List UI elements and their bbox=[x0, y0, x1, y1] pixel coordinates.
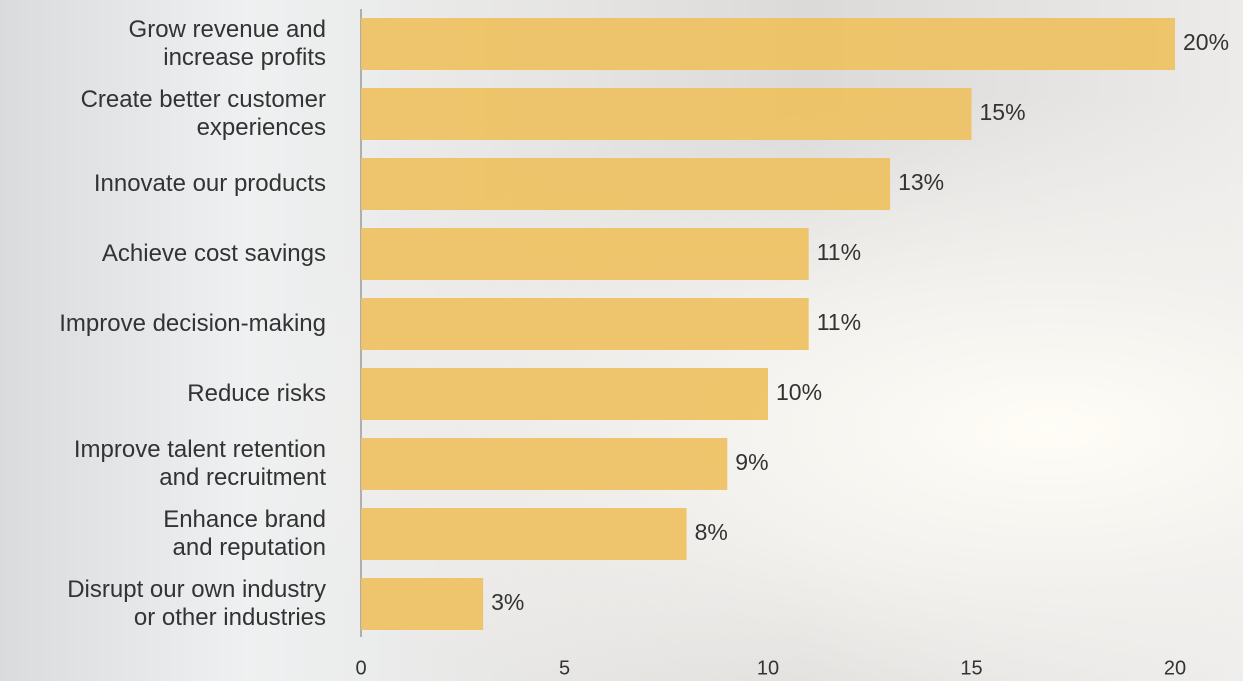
x-tick-label: 0 bbox=[355, 657, 366, 679]
value-label: 11% bbox=[817, 239, 861, 265]
category-label: Reduce risks bbox=[187, 380, 326, 407]
x-tick-label: 5 bbox=[559, 657, 570, 679]
category-label: Enhance brand and reputation bbox=[163, 506, 326, 561]
bar bbox=[361, 228, 809, 280]
value-label: 8% bbox=[695, 519, 728, 545]
category-label: Grow revenue and increase profits bbox=[128, 16, 326, 71]
value-label: 11% bbox=[817, 309, 861, 335]
x-tick-label: 15 bbox=[960, 657, 982, 679]
value-label: 20% bbox=[1183, 29, 1229, 55]
bar bbox=[361, 298, 809, 350]
category-label: Create better customer experiences bbox=[80, 86, 326, 141]
category-label: Improve talent retention and recruitment bbox=[73, 436, 326, 491]
value-label: 13% bbox=[898, 169, 944, 195]
category-label: Improve decision-making bbox=[59, 310, 326, 337]
bar bbox=[361, 578, 484, 630]
bar bbox=[361, 88, 972, 140]
category-label: Disrupt our own industry or other indust… bbox=[67, 576, 326, 631]
x-tick-label: 10 bbox=[757, 657, 779, 679]
value-label: 10% bbox=[776, 379, 822, 405]
bar bbox=[361, 18, 1175, 70]
category-label: Innovate our products bbox=[93, 170, 326, 197]
bar bbox=[361, 438, 728, 490]
bar bbox=[361, 158, 891, 210]
value-label: 15% bbox=[980, 99, 1026, 125]
bar bbox=[361, 508, 687, 560]
bar bbox=[361, 368, 768, 420]
value-label: 9% bbox=[735, 449, 768, 475]
x-tick-label: 20 bbox=[1164, 657, 1186, 679]
category-label: Achieve cost savings bbox=[101, 240, 326, 267]
value-label: 3% bbox=[491, 589, 524, 615]
